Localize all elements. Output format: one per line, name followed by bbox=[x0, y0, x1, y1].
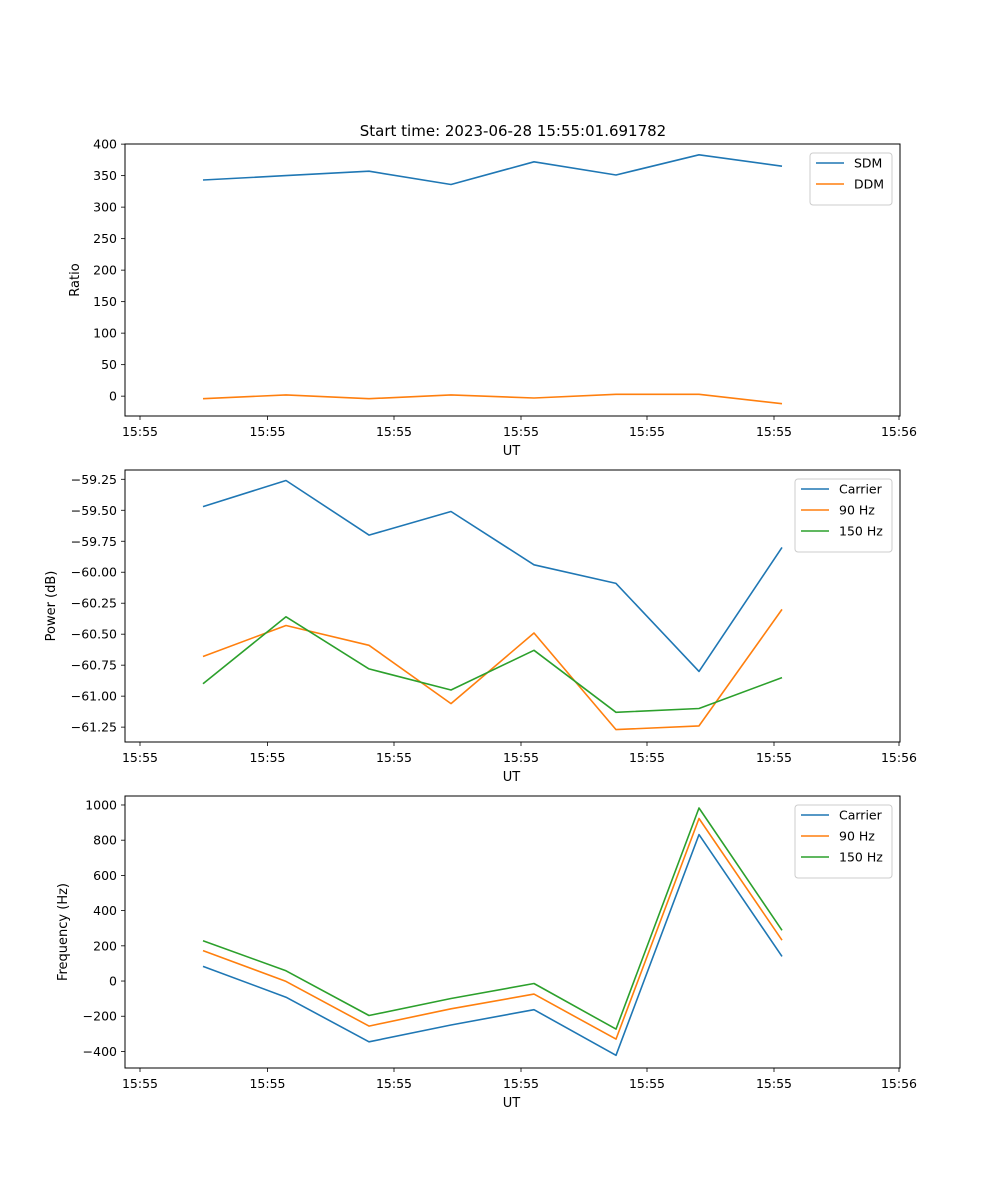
series-line-carrier bbox=[202, 833, 783, 1057]
y-tick-label: 150 bbox=[93, 294, 117, 309]
x-tick-label: 15:55 bbox=[503, 424, 539, 439]
y-axis-label: Power (dB) bbox=[44, 571, 59, 642]
y-tick-label: 400 bbox=[93, 137, 117, 152]
y-tick-label: 50 bbox=[101, 357, 117, 372]
x-tick-label: 15:55 bbox=[122, 750, 158, 765]
legend: SDM DDM bbox=[809, 152, 893, 206]
y-axis-label: Frequency (Hz) bbox=[56, 883, 71, 981]
y-axis-label: Ratio bbox=[68, 263, 83, 296]
y-tick-label: −59.50 bbox=[71, 503, 117, 518]
plot-area-frame bbox=[124, 143, 901, 417]
y-tick-label: −59.75 bbox=[71, 534, 117, 549]
legend-frame bbox=[809, 152, 893, 206]
x-tick-label: 15:56 bbox=[881, 750, 917, 765]
x-tick-label: 15:55 bbox=[629, 424, 665, 439]
legend-label: Carrier bbox=[839, 808, 883, 823]
legend-label: 150 Hz bbox=[839, 850, 883, 865]
x-tick-label: 15:55 bbox=[756, 750, 792, 765]
plot-area-frame bbox=[124, 795, 901, 1069]
chart-panel-2: 15:55 15:55 15:55 15:55 15:55 15:55 15:56 UT −59… bbox=[44, 469, 917, 785]
plot-area-frame bbox=[124, 469, 901, 743]
chart-panel-3: 15:55 15:55 15:55 15:55 15:55 15:55 15:56 UT −40… bbox=[56, 795, 917, 1111]
x-tick-label: 15:55 bbox=[503, 750, 539, 765]
series-line-ddm bbox=[202, 393, 783, 405]
y-tick-label: 200 bbox=[93, 263, 117, 278]
panels: 15:55 15:55 15:55 15:55 15:55 15:55 15:56 UT 0 50… bbox=[44, 137, 917, 1111]
y-tick-label: −61.25 bbox=[71, 720, 117, 735]
series-line-150-hz bbox=[202, 807, 783, 1030]
x-tick-label: 15:55 bbox=[503, 1076, 539, 1091]
y-tick-label: −61.00 bbox=[71, 689, 117, 704]
x-axis-label: UT bbox=[503, 770, 521, 785]
x-tick-label: 15:55 bbox=[122, 424, 158, 439]
y-tick-label: −400 bbox=[83, 1044, 117, 1059]
legend-frame bbox=[794, 804, 893, 879]
series-line-sdm bbox=[202, 154, 783, 186]
legend-label: Carrier bbox=[839, 482, 883, 497]
x-axis-label: UT bbox=[503, 1096, 521, 1111]
x-tick-label: 15:55 bbox=[249, 1076, 285, 1091]
y-tick-label: 1000 bbox=[85, 797, 117, 812]
y-tick-label: −60.00 bbox=[71, 565, 117, 580]
y-tick-label: 250 bbox=[93, 231, 117, 246]
x-tick-label: 15:55 bbox=[249, 750, 285, 765]
legend-frame bbox=[794, 478, 893, 553]
x-tick-label: 15:55 bbox=[122, 1076, 158, 1091]
series-line-150-hz bbox=[202, 615, 783, 714]
series-line-carrier bbox=[202, 479, 783, 673]
x-tick-label: 15:55 bbox=[376, 424, 412, 439]
y-tick-label: 800 bbox=[93, 833, 117, 848]
x-tick-label: 15:55 bbox=[629, 1076, 665, 1091]
x-tick-label: 15:56 bbox=[881, 424, 917, 439]
legend-label: 90 Hz bbox=[839, 829, 875, 844]
chart-title: Start time: 2023-06-28 15:55:01.691782 bbox=[360, 122, 666, 140]
y-tick-label: 350 bbox=[93, 168, 117, 183]
y-tick-label: 100 bbox=[93, 326, 117, 341]
legend: Carrier 90 Hz 150 Hz bbox=[794, 804, 893, 879]
y-tick-label: −60.50 bbox=[71, 627, 117, 642]
x-tick-label: 15:55 bbox=[249, 424, 285, 439]
y-tick-label: −60.75 bbox=[71, 658, 117, 673]
chart-panel-1: 15:55 15:55 15:55 15:55 15:55 15:55 15:56 UT 0 50… bbox=[68, 137, 917, 459]
legend-label: SDM bbox=[854, 156, 882, 171]
y-tick-label: 600 bbox=[93, 868, 117, 883]
y-tick-label: −59.25 bbox=[71, 472, 117, 487]
y-tick-label: −60.25 bbox=[71, 596, 117, 611]
x-tick-label: 15:56 bbox=[881, 1076, 917, 1091]
y-tick-label: 400 bbox=[93, 903, 117, 918]
series-line-90-hz bbox=[202, 817, 783, 1040]
x-tick-label: 15:55 bbox=[376, 750, 412, 765]
x-tick-label: 15:55 bbox=[376, 1076, 412, 1091]
y-tick-label: 0 bbox=[109, 389, 117, 404]
legend-label: 90 Hz bbox=[839, 503, 875, 518]
y-tick-label: 300 bbox=[93, 200, 117, 215]
series-line-90-hz bbox=[202, 608, 783, 731]
x-axis-label: UT bbox=[503, 444, 521, 459]
x-tick-label: 15:55 bbox=[629, 750, 665, 765]
legend-label: DDM bbox=[854, 177, 884, 192]
legend-label: 150 Hz bbox=[839, 524, 883, 539]
y-tick-label: 0 bbox=[109, 974, 117, 989]
y-tick-label: −200 bbox=[83, 1009, 117, 1024]
legend: Carrier 90 Hz 150 Hz bbox=[794, 478, 893, 553]
x-tick-label: 15:55 bbox=[756, 424, 792, 439]
y-tick-label: 200 bbox=[93, 938, 117, 953]
x-tick-label: 15:55 bbox=[756, 1076, 792, 1091]
